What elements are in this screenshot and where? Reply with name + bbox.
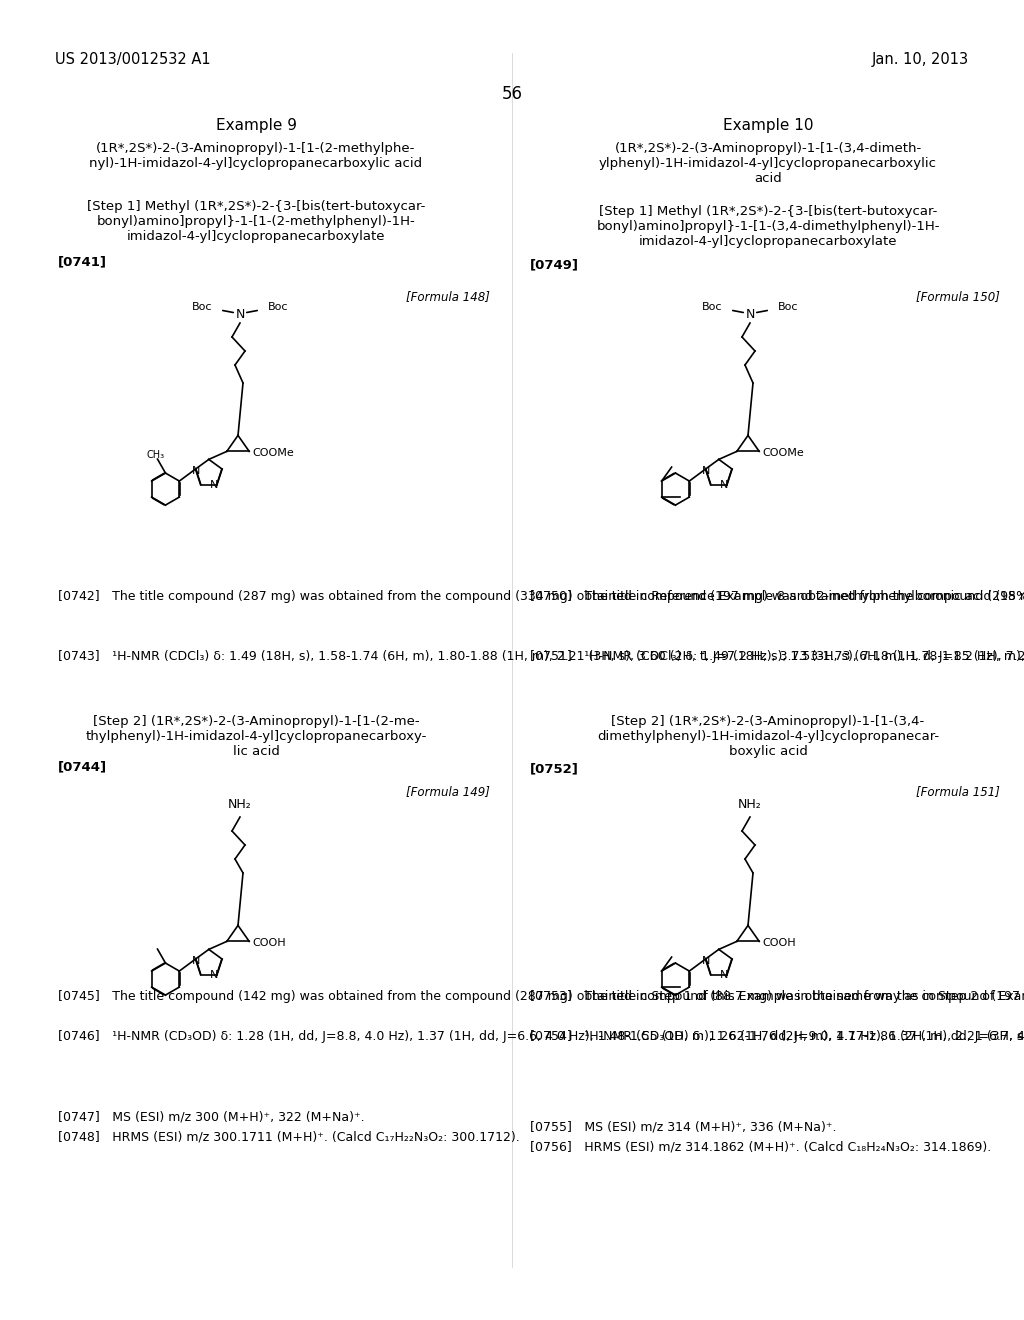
Text: [Formula 149]: [Formula 149]: [407, 785, 490, 799]
Text: [0748] HRMS (ESI) m/z 300.1711 (M+H)⁺. (Calcd C₁₇H₂₂N₃O₂: 300.1712).: [0748] HRMS (ESI) m/z 300.1711 (M+H)⁺. (…: [58, 1130, 520, 1143]
Text: [0750] The title compound (197 mg) was obtained from the compound (218 mg) obtai: [0750] The title compound (197 mg) was o…: [530, 590, 1024, 603]
Text: COOMe: COOMe: [762, 449, 804, 458]
Text: [0755] MS (ESI) m/z 314 (M+H)⁺, 336 (M+Na)⁺.: [0755] MS (ESI) m/z 314 (M+H)⁺, 336 (M+N…: [530, 1119, 837, 1133]
Text: N: N: [702, 956, 711, 966]
Text: [0744]: [0744]: [58, 760, 108, 774]
Text: [0754] ¹H-NMR (CD₃OD) δ: 1.26 (1H, dd, J=9.0, 4.1 Hz), 1.37 (1H, dd, J=6.7, 4.1 : [0754] ¹H-NMR (CD₃OD) δ: 1.26 (1H, dd, J…: [530, 1030, 1024, 1043]
Text: N: N: [210, 970, 218, 979]
Text: COOMe: COOMe: [252, 449, 294, 458]
Text: N: N: [193, 956, 201, 966]
Text: Example 9: Example 9: [215, 117, 297, 133]
Text: Boc: Boc: [191, 302, 212, 312]
Text: Boc: Boc: [701, 302, 722, 312]
Text: NH₂: NH₂: [738, 799, 762, 812]
Text: [0742] The title compound (287 mg) was obtained from the compound (334 mg) obtai: [0742] The title compound (287 mg) was o…: [58, 590, 1024, 603]
Text: [0745] The title compound (142 mg) was obtained from the compound (287 mg) obtai: [0745] The title compound (142 mg) was o…: [58, 990, 1024, 1003]
Text: [0743] ¹H-NMR (CDCl₃) δ: 1.49 (18H, s), 1.58-1.74 (6H, m), 1.80-1.88 (1H, m), 2.: [0743] ¹H-NMR (CDCl₃) δ: 1.49 (18H, s), …: [58, 649, 1024, 663]
Text: N: N: [236, 309, 245, 322]
Text: N: N: [193, 466, 201, 477]
Text: US 2013/0012532 A1: US 2013/0012532 A1: [55, 51, 211, 67]
Text: CH₃: CH₃: [146, 450, 165, 461]
Text: N: N: [702, 466, 711, 477]
Text: [Step 1] Methyl (1R*,2S*)-2-{3-[bis(tert-butoxycar-
bonyl)amino]propyl}-1-[1-(2-: [Step 1] Methyl (1R*,2S*)-2-{3-[bis(tert…: [87, 201, 425, 243]
Text: [0746] ¹H-NMR (CD₃OD) δ: 1.28 (1H, dd, J=8.8, 4.0 Hz), 1.37 (1H, dd, J=6.6, 4.0 : [0746] ¹H-NMR (CD₃OD) δ: 1.28 (1H, dd, J…: [58, 1030, 1024, 1043]
Text: [0741]: [0741]: [58, 255, 106, 268]
Text: [Formula 151]: [Formula 151]: [916, 785, 1000, 799]
Text: N: N: [745, 309, 755, 322]
Text: N: N: [720, 479, 728, 490]
Text: [0747] MS (ESI) m/z 300 (M+H)⁺, 322 (M+Na)⁺.: [0747] MS (ESI) m/z 300 (M+H)⁺, 322 (M+N…: [58, 1110, 365, 1123]
Text: N: N: [210, 479, 218, 490]
Text: (1R*,2S*)-2-(3-Aminopropyl)-1-[1-(3,4-dimeth-
ylphenyl)-1H-imidazol-4-yl]cyclopr: (1R*,2S*)-2-(3-Aminopropyl)-1-[1-(3,4-di…: [599, 143, 937, 185]
Text: Jan. 10, 2013: Jan. 10, 2013: [871, 51, 969, 67]
Text: 56: 56: [502, 84, 522, 103]
Text: [Step 2] (1R*,2S*)-2-(3-Aminopropyl)-1-[1-(3,4-
dimethylphenyl)-1H-imidazol-4-yl: [Step 2] (1R*,2S*)-2-(3-Aminopropyl)-1-[…: [597, 715, 939, 758]
Text: Boc: Boc: [778, 302, 799, 312]
Text: COOH: COOH: [252, 939, 286, 948]
Text: [0749]: [0749]: [530, 257, 579, 271]
Text: [Formula 148]: [Formula 148]: [407, 290, 490, 304]
Text: [0752]: [0752]: [530, 762, 579, 775]
Text: Boc: Boc: [268, 302, 289, 312]
Text: N: N: [720, 970, 728, 979]
Text: [0753] The title compound (88.7 mg) was obtained from the compound (197 mg) obta: [0753] The title compound (88.7 mg) was …: [530, 990, 1024, 1003]
Text: NH₂: NH₂: [228, 799, 252, 812]
Text: Example 10: Example 10: [723, 117, 813, 133]
Text: [Step 2] (1R*,2S*)-2-(3-Aminopropyl)-1-[1-(2-me-
thylphenyl)-1H-imidazol-4-yl]cy: [Step 2] (1R*,2S*)-2-(3-Aminopropyl)-1-[…: [85, 715, 427, 758]
Text: [Step 1] Methyl (1R*,2S*)-2-{3-[bis(tert-butoxycar-
bonyl)amino]propyl}-1-[1-(3,: [Step 1] Methyl (1R*,2S*)-2-{3-[bis(tert…: [596, 205, 940, 248]
Text: [0756] HRMS (ESI) m/z 314.1862 (M+H)⁺. (Calcd C₁₈H₂₄N₃O₂: 314.1869).: [0756] HRMS (ESI) m/z 314.1862 (M+H)⁺. (…: [530, 1140, 991, 1152]
Text: [Formula 150]: [Formula 150]: [916, 290, 1000, 304]
Text: [0751] ¹H-NMR (CDCl₃) δ: 1.49 (18H, s), 1.53-1.73 (6H, m), 1.78-1.85 (1H, m), 2.: [0751] ¹H-NMR (CDCl₃) δ: 1.49 (18H, s), …: [530, 649, 1024, 663]
Text: (1R*,2S*)-2-(3-Aminopropyl)-1-[1-(2-methylphe-
nyl)-1H-imidazol-4-yl]cyclopropan: (1R*,2S*)-2-(3-Aminopropyl)-1-[1-(2-meth…: [89, 143, 423, 170]
Text: COOH: COOH: [762, 939, 796, 948]
